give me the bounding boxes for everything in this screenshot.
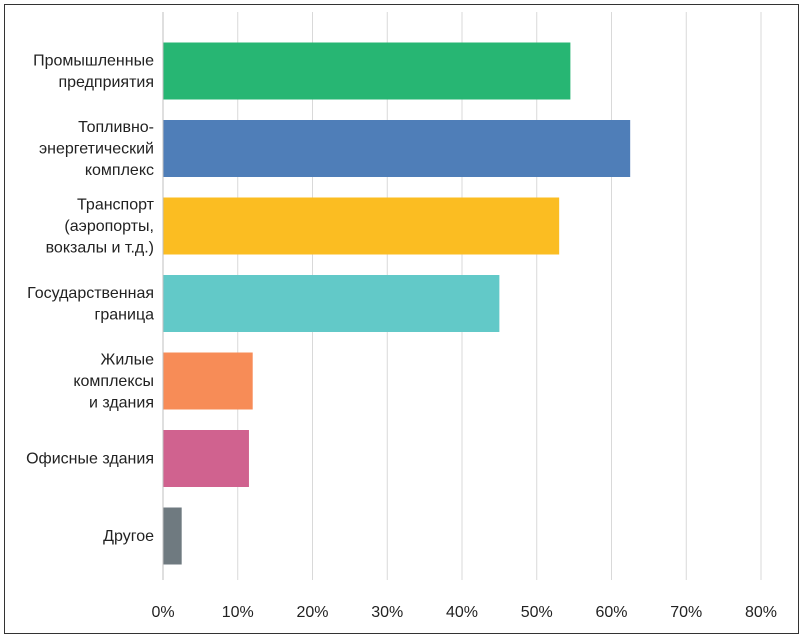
x-tick-label: 80% [745,604,777,621]
category-label-line: граница [95,306,155,323]
category-label-line: Офисные здания [26,451,154,468]
category-label: Топливно-энергетический комплекс [39,119,154,179]
category-label: Промышленные предприятия [33,52,154,91]
x-tick-labels: 0% 10% 20% 30% 40% 50% 60% 70% 80% [151,604,777,621]
x-tick-label: 50% [521,604,553,621]
bar [163,275,500,332]
category-label-line: Государственная [27,285,154,302]
category-label-line: (аэропорты, [64,218,154,235]
x-tick-label: 60% [595,604,627,621]
category-label: Жилые комплексы и здания [73,352,154,412]
category-label-line: Жилые [101,352,155,369]
category-label-line: предприятия [58,74,154,91]
bars [163,42,631,565]
category-label-line: комплексы [73,373,154,390]
x-tick-label: 0% [151,604,174,621]
category-label-line: комплекс [85,162,154,179]
category-label-line: и здания [89,395,154,412]
category-label-line: Топливно- [78,119,154,136]
bar [163,430,249,487]
category-labels: Промышленные предприятия Топливно-энергети… [26,52,155,545]
category-label-line: энергетический [39,141,154,158]
x-tick-label: 40% [446,604,478,621]
category-label-line: вокзалы и т.д.) [46,240,154,257]
bar [163,197,560,255]
bar [163,507,182,565]
category-label: Другое [103,528,154,545]
x-tick-label: 70% [670,604,702,621]
x-tick-label: 20% [296,604,328,621]
bar [163,120,631,177]
category-label: Офисные здания [26,451,154,468]
category-label: Государственная граница [27,285,154,324]
category-label-line: Транспорт [77,197,155,214]
x-tick-label: 10% [222,604,254,621]
category-label-line: Другое [103,528,154,545]
x-tick-label: 30% [371,604,403,621]
category-label-line: Промышленные [33,52,154,69]
bar [163,42,571,100]
category-label: Транспорт (аэропорты, вокзалы и т.д.) [46,197,155,257]
bar [163,352,253,410]
